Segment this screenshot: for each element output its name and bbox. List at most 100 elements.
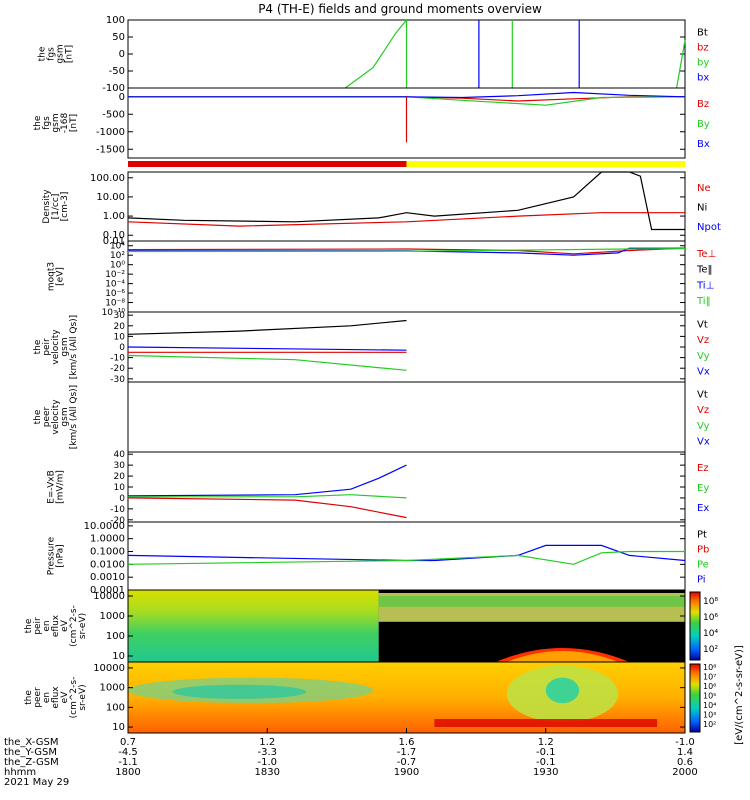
legend-entry: Vz (697, 405, 709, 416)
heatmap-block-peir-left (128, 590, 379, 662)
y-tick-label: 10 (112, 722, 125, 733)
x-axis-value: 2000 (672, 767, 697, 778)
y-axis-label: peer (33, 687, 43, 708)
y-axis-label: the (33, 409, 43, 424)
x-axis-value: 1900 (394, 767, 419, 778)
series-line-vx (127, 346, 407, 351)
y-tick-label: 100 (106, 15, 125, 26)
colorbar-tick: 10⁴ (703, 629, 718, 639)
y-tick-label: -500 (102, 109, 125, 120)
colorbar-tick: 10⁶ (703, 613, 718, 623)
x-axis-value: -1.0 (257, 757, 277, 768)
heatmap-arc-inner (506, 651, 619, 662)
y-axis-label: [km/s (All Qs)] (69, 315, 79, 379)
y-axis-label: fgs (42, 116, 52, 130)
colorbar-upper (689, 591, 701, 661)
legend-entry: Vz (697, 335, 709, 346)
y-tick-label: 100 (106, 702, 125, 713)
y-axis-label: peer (42, 406, 52, 427)
y-tick-label: 1.00 (103, 211, 125, 222)
legend-entry: Vt (697, 390, 708, 401)
y-axis-label: [nPa] (56, 544, 66, 567)
series-line-by (676, 40, 686, 89)
panel-frame (127, 521, 686, 591)
y-tick-label: -10 (110, 354, 125, 364)
heatmap-block-peir-band (378, 596, 685, 607)
y-axis-label: gsm (60, 337, 70, 356)
legend-entry: Vt (697, 320, 708, 331)
y-tick-label: 10.00 (96, 192, 125, 203)
y-tick-label: 0.0100 (90, 559, 125, 570)
panel-peir_flux: 10000 1000 100 10 the peir en eflux eV (cm^2-s-sr… (24, 589, 686, 663)
panel-frame (127, 311, 686, 383)
y-tick-label: 0.1000 (90, 547, 125, 558)
y-axis-label: gsm (60, 407, 70, 426)
colorbar-tick: 10⁸ (703, 663, 716, 672)
y-axis-label: -168 (60, 113, 70, 134)
x-axis-row-label: the_Y-GSM (4, 747, 57, 758)
panel-fgs2: 0 -500 -1000 -1500 the fgs gsm -168 [nT] Bz By Bx (33, 87, 710, 159)
legend-entry: Ni (697, 203, 707, 214)
y-tick-label: 1000 (100, 611, 125, 622)
y-tick-label: 1.0000 (90, 534, 125, 545)
x-axis-value: 1.6 (399, 737, 415, 748)
y-tick-label: 10⁻² (105, 270, 125, 280)
colorbar-tick: 10² (703, 720, 716, 729)
y-tick-label: 1000 (100, 683, 125, 694)
x-axis-value: 1830 (255, 767, 280, 778)
y-axis-label: the (33, 115, 43, 130)
series-line-by (344, 19, 407, 89)
y-axis-label: eV (60, 619, 70, 632)
y-tick-label: 0.0001 (90, 585, 125, 596)
y-axis-label: [nT] (69, 114, 79, 132)
panel-peer_flux: 10000 1000 100 10 the peer en eflux eV (cm^2-s-sr… (24, 661, 686, 734)
x-axis-value: 1.2 (259, 737, 275, 748)
colorbar-tick: 10⁸ (703, 597, 718, 607)
x-axis-row-label: 2021 May 29 (4, 777, 69, 788)
y-axis-label: peir (42, 338, 52, 356)
series-line-pe (127, 550, 685, 565)
y-tick-label: 0.0010 (90, 572, 125, 583)
y-axis-label: gsm (56, 44, 66, 63)
status-bar-segment (406, 161, 685, 167)
y-axis-label: the (38, 46, 48, 61)
series-line-ne (127, 212, 685, 227)
legend-entry: Ey (697, 483, 709, 494)
heatmap-blob-center (545, 677, 580, 704)
y-tick-label: 10 (112, 651, 125, 662)
y-tick-label: -1500 (96, 144, 125, 155)
panel-pressure: 10.0000 1.0000 0.10000.0100 0.0010 0.0001 Pre… (47, 521, 710, 596)
legend-entry: Npot (697, 222, 721, 233)
y-tick-label: -20 (110, 364, 125, 374)
y-tick-label: 50 (112, 32, 125, 43)
y-tick-label: 10.0000 (84, 521, 125, 532)
y-axis-label: the (24, 618, 34, 633)
y-axis-label: sr-eV) (78, 613, 88, 639)
y-tick-label: 10⁻⁴ (105, 280, 125, 290)
x-axis-value: 1930 (533, 767, 558, 778)
legend-entry: Pe (697, 560, 709, 571)
y-tick-label: -1000 (96, 127, 125, 138)
y-axis-label: velocity (51, 399, 61, 435)
y-axis-label: the (33, 339, 43, 354)
y-axis-label: the (24, 690, 34, 705)
y-tick-label: 10⁰ (110, 261, 125, 271)
status-bar-segment (128, 161, 407, 167)
y-tick-label: 20 (114, 472, 126, 482)
x-axis-value: -1.1 (118, 757, 138, 768)
y-axis-label: fgs (47, 47, 57, 61)
x-axis-value: -0.1 (536, 747, 556, 758)
y-tick-label: 0.10 (103, 230, 125, 241)
x-axis-row-label: the_Z-GSM (4, 757, 59, 768)
y-axis-label: E=-VxB (47, 470, 57, 504)
y-tick-label: 100.00 (90, 173, 125, 184)
y-tick-label: 10 (114, 483, 126, 493)
y-tick-label: 10² (110, 251, 125, 261)
series-line-ey (128, 494, 407, 499)
y-axis-label: Pressure (47, 536, 57, 575)
heatmap-band-red (434, 719, 658, 727)
